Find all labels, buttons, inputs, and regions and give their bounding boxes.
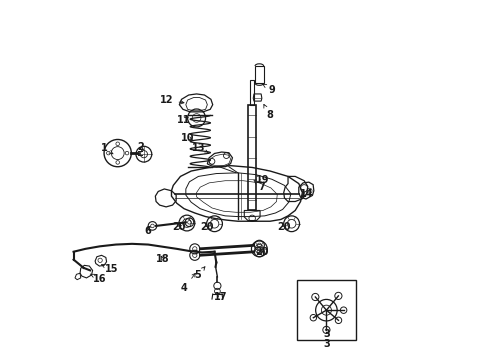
Text: 12: 12 — [160, 95, 184, 105]
Text: 19: 19 — [255, 175, 269, 185]
Text: 3: 3 — [323, 339, 330, 349]
Text: 2: 2 — [138, 141, 145, 152]
Text: 9: 9 — [263, 84, 275, 95]
Bar — [250, 80, 254, 105]
Text: 15: 15 — [101, 264, 119, 274]
Text: 16: 16 — [90, 274, 106, 284]
Text: 20: 20 — [172, 222, 185, 232]
Text: 13: 13 — [193, 143, 209, 153]
Text: 7: 7 — [254, 180, 266, 192]
Text: 10: 10 — [181, 133, 195, 143]
Text: 1: 1 — [101, 143, 113, 154]
Text: 20: 20 — [200, 222, 214, 232]
Text: 6: 6 — [144, 226, 151, 236]
Text: 4: 4 — [181, 273, 196, 293]
Bar — [255, 66, 264, 83]
Text: 8: 8 — [264, 104, 273, 121]
Text: 5: 5 — [195, 267, 205, 280]
Text: 14: 14 — [300, 189, 314, 199]
Text: 18: 18 — [156, 254, 170, 264]
Text: 11: 11 — [177, 115, 191, 125]
Bar — [297, 280, 356, 339]
Text: 20: 20 — [255, 247, 269, 257]
Text: 3: 3 — [323, 329, 330, 339]
Text: 20: 20 — [277, 222, 291, 232]
Text: 17: 17 — [214, 292, 227, 302]
Bar — [248, 105, 256, 211]
